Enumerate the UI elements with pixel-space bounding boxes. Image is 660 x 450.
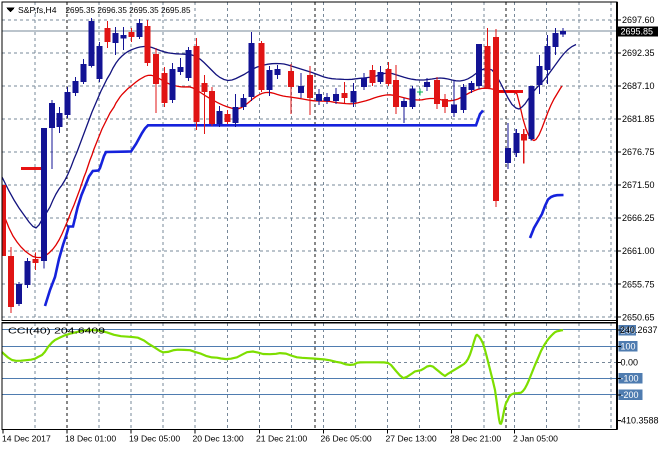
svg-text:2671.50: 2671.50 xyxy=(622,180,655,190)
svg-text:2 Jan 05:00: 2 Jan 05:00 xyxy=(513,433,558,443)
svg-text:27 Dec 13:00: 27 Dec 13:00 xyxy=(386,433,437,443)
svg-text:CCI(40) 204.6409: CCI(40) 204.6409 xyxy=(8,326,105,336)
svg-text:-410.3588: -410.3588 xyxy=(618,416,659,426)
svg-text:2695.85: 2695.85 xyxy=(621,27,654,37)
svg-text:-200: -200 xyxy=(621,390,639,400)
svg-text:21 Dec 21:00: 21 Dec 21:00 xyxy=(256,433,307,443)
svg-text:28 Dec 21:00: 28 Dec 21:00 xyxy=(450,433,501,443)
svg-text:20 Dec 13:00: 20 Dec 13:00 xyxy=(193,433,244,443)
svg-text:240.2637: 240.2637 xyxy=(620,325,658,335)
svg-text:2697.60: 2697.60 xyxy=(622,15,655,25)
svg-text:26 Dec 05:00: 26 Dec 05:00 xyxy=(321,433,372,443)
svg-text:2687.10: 2687.10 xyxy=(622,81,655,91)
svg-text:200: 200 xyxy=(621,326,636,336)
svg-text:14 Dec 2017: 14 Dec 2017 xyxy=(2,433,51,443)
svg-text:18 Dec 01:00: 18 Dec 01:00 xyxy=(65,433,116,443)
svg-text:2655.75: 2655.75 xyxy=(622,279,655,289)
svg-text:0.00: 0.00 xyxy=(621,358,639,368)
svg-text:2650.65: 2650.65 xyxy=(622,312,655,322)
svg-text:2666.25: 2666.25 xyxy=(622,213,655,223)
svg-text:2695.35 2696.35 2695.35 2695.8: 2695.35 2696.35 2695.35 2695.85 xyxy=(66,5,191,15)
svg-text:2692.35: 2692.35 xyxy=(622,48,655,58)
svg-text:2661.00: 2661.00 xyxy=(622,246,655,256)
svg-text:19 Dec 05:00: 19 Dec 05:00 xyxy=(129,433,180,443)
svg-text:S&P,fs,H4: S&P,fs,H4 xyxy=(18,5,57,15)
svg-text:2681.85: 2681.85 xyxy=(622,114,655,124)
svg-text:2676.75: 2676.75 xyxy=(622,147,655,157)
svg-text:100: 100 xyxy=(621,342,636,352)
svg-text:-100: -100 xyxy=(621,374,639,384)
